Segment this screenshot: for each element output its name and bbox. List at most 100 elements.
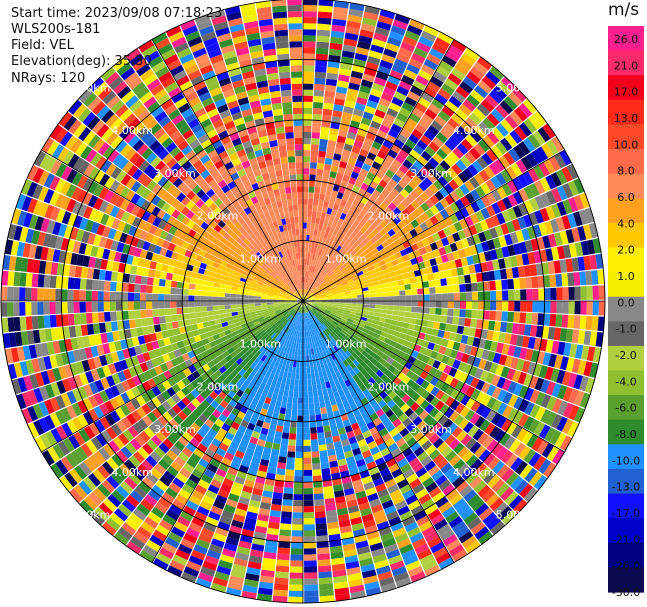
velocity-gate	[348, 281, 355, 286]
velocity-gate	[452, 316, 460, 325]
velocity-gate	[43, 315, 51, 329]
velocity-gate	[411, 295, 418, 301]
velocity-gate	[409, 190, 420, 200]
velocity-gate	[512, 191, 524, 205]
velocity-gate	[319, 292, 326, 296]
velocity-gate	[345, 230, 353, 238]
velocity-gate	[352, 235, 360, 243]
velocity-gate	[518, 122, 532, 137]
velocity-gate	[309, 234, 314, 242]
velocity-gate	[312, 469, 322, 476]
velocity-gate	[320, 231, 326, 238]
velocity-gate	[188, 312, 196, 319]
velocity-gate	[449, 213, 459, 224]
velocity-gate	[317, 242, 322, 250]
velocity-gate	[152, 285, 159, 294]
velocity-gate	[396, 321, 404, 328]
velocity-gate	[490, 145, 503, 159]
velocity-gate	[356, 222, 364, 231]
velocity-gate	[159, 271, 167, 280]
velocity-gate	[359, 277, 367, 283]
velocity-gate	[369, 301, 376, 305]
velocity-gate	[429, 294, 436, 301]
velocity-gate	[374, 266, 382, 273]
velocity-gate	[371, 247, 379, 255]
velocity-gate	[242, 294, 249, 299]
velocity-gate	[311, 126, 321, 133]
velocity-gate	[483, 166, 495, 179]
velocity-gate	[427, 251, 435, 260]
velocity-gate	[336, 238, 343, 246]
velocity-gate	[420, 202, 430, 212]
velocity-gate	[398, 164, 409, 174]
velocity-gate	[335, 141, 345, 150]
velocity-gate	[439, 160, 451, 172]
velocity-gate	[127, 292, 135, 301]
velocity-gate	[385, 282, 393, 288]
velocity-gate	[279, 407, 286, 415]
velocity-gate	[165, 322, 173, 330]
velocity-gate	[508, 148, 521, 162]
velocity-gate	[360, 264, 368, 271]
velocity-gate	[303, 228, 307, 235]
velocity-gate	[317, 286, 324, 292]
velocity-gate	[393, 301, 400, 306]
velocity-gate	[368, 244, 377, 251]
velocity-gate	[371, 38, 386, 48]
velocity-gate	[332, 229, 339, 237]
velocity-gate	[396, 133, 408, 144]
velocity-gate	[466, 71, 481, 85]
velocity-gate	[334, 268, 341, 275]
velocity-gate	[390, 25, 406, 36]
velocity-gate	[407, 251, 416, 260]
velocity-gate	[334, 98, 345, 106]
velocity-gate	[397, 212, 406, 221]
velocity-gate	[317, 17, 332, 25]
velocity-gate	[401, 198, 411, 208]
velocity-gate	[495, 280, 502, 291]
velocity-gate	[341, 220, 348, 228]
velocity-gate	[434, 212, 444, 222]
velocity-gate	[380, 309, 388, 314]
velocity-gate	[104, 311, 111, 322]
velocity-gate	[320, 407, 327, 415]
velocity-gate	[481, 152, 493, 166]
velocity-gate	[380, 264, 388, 271]
velocity-gate	[440, 237, 450, 247]
velocity-gate	[389, 69, 403, 80]
velocity-gate	[188, 283, 196, 290]
velocity-gate	[303, 192, 309, 199]
velocity-gate	[514, 107, 528, 122]
velocity-gate	[285, 408, 292, 416]
velocity-gate	[370, 272, 378, 279]
velocity-gate	[332, 184, 340, 192]
velocity-gate	[342, 44, 356, 53]
velocity-gate	[158, 286, 165, 294]
velocity-gate	[134, 284, 141, 293]
velocity-gate	[514, 301, 521, 312]
velocity-gate	[312, 204, 318, 212]
velocity-gate	[471, 282, 478, 292]
velocity-gate	[290, 415, 297, 422]
velocity-gate	[512, 87, 527, 103]
velocity-gate	[293, 494, 303, 501]
velocity-gate	[394, 251, 403, 259]
velocity-gate	[317, 553, 331, 561]
velocity-gate	[391, 246, 400, 254]
velocity-gate	[207, 315, 215, 322]
velocity-gate	[371, 220, 380, 229]
velocity-gate	[323, 284, 330, 289]
velocity-gate	[471, 301, 479, 310]
velocity-gate	[182, 307, 189, 314]
velocity-gate	[290, 554, 303, 561]
velocity-gate	[282, 499, 293, 507]
velocity-gate	[448, 44, 464, 58]
velocity-gate	[201, 280, 209, 286]
velocity-gate	[464, 318, 472, 327]
velocity-gate	[303, 494, 314, 501]
velocity-gate	[409, 228, 418, 238]
velocity-gate	[568, 197, 579, 213]
velocity-gate	[200, 306, 207, 312]
velocity-gate	[195, 278, 203, 285]
velocity-gate	[451, 163, 463, 175]
